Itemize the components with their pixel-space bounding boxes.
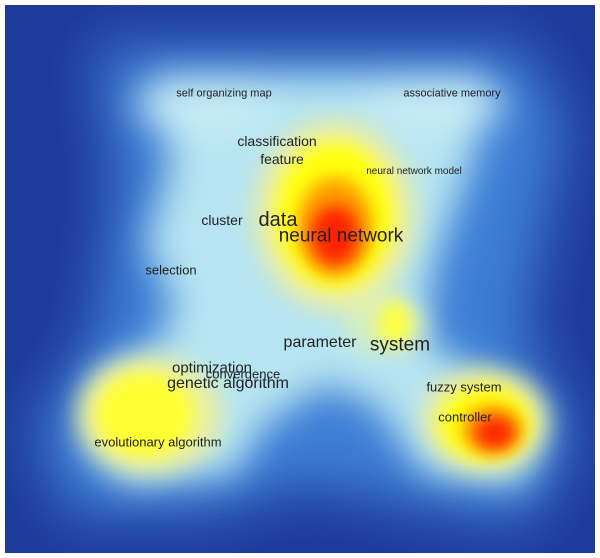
term-genetic-algorithm[interactable]: genetic algorithm xyxy=(167,375,289,392)
term-neural-network-model[interactable]: neural network model xyxy=(366,166,462,177)
term-self-organizing-map[interactable]: self organizing map xyxy=(176,87,272,100)
density-map: self organizing map associative memory c… xyxy=(5,5,595,553)
term-cluster[interactable]: cluster xyxy=(201,212,243,228)
term-evolutionary-algorithm[interactable]: evolutionary algorithm xyxy=(94,434,222,450)
term-optimization[interactable]: optimization xyxy=(171,359,253,377)
term-associative-memory[interactable]: associative memory xyxy=(403,87,501,100)
density-layer-peak xyxy=(311,205,515,449)
term-neural-network[interactable]: neural network xyxy=(278,225,404,247)
term-controller[interactable]: controller xyxy=(438,409,492,425)
term-system[interactable]: system xyxy=(369,334,431,356)
term-feature[interactable]: feature xyxy=(260,151,304,167)
term-data[interactable]: data xyxy=(258,209,298,231)
density-heatmap xyxy=(35,45,575,525)
term-selection[interactable]: selection xyxy=(145,262,197,278)
term-parameter[interactable]: parameter xyxy=(283,334,357,351)
term-convergence[interactable]: convergence xyxy=(205,366,281,382)
term-fuzzy-system[interactable]: fuzzy system xyxy=(426,379,502,395)
term-classification[interactable]: classification xyxy=(237,133,317,149)
